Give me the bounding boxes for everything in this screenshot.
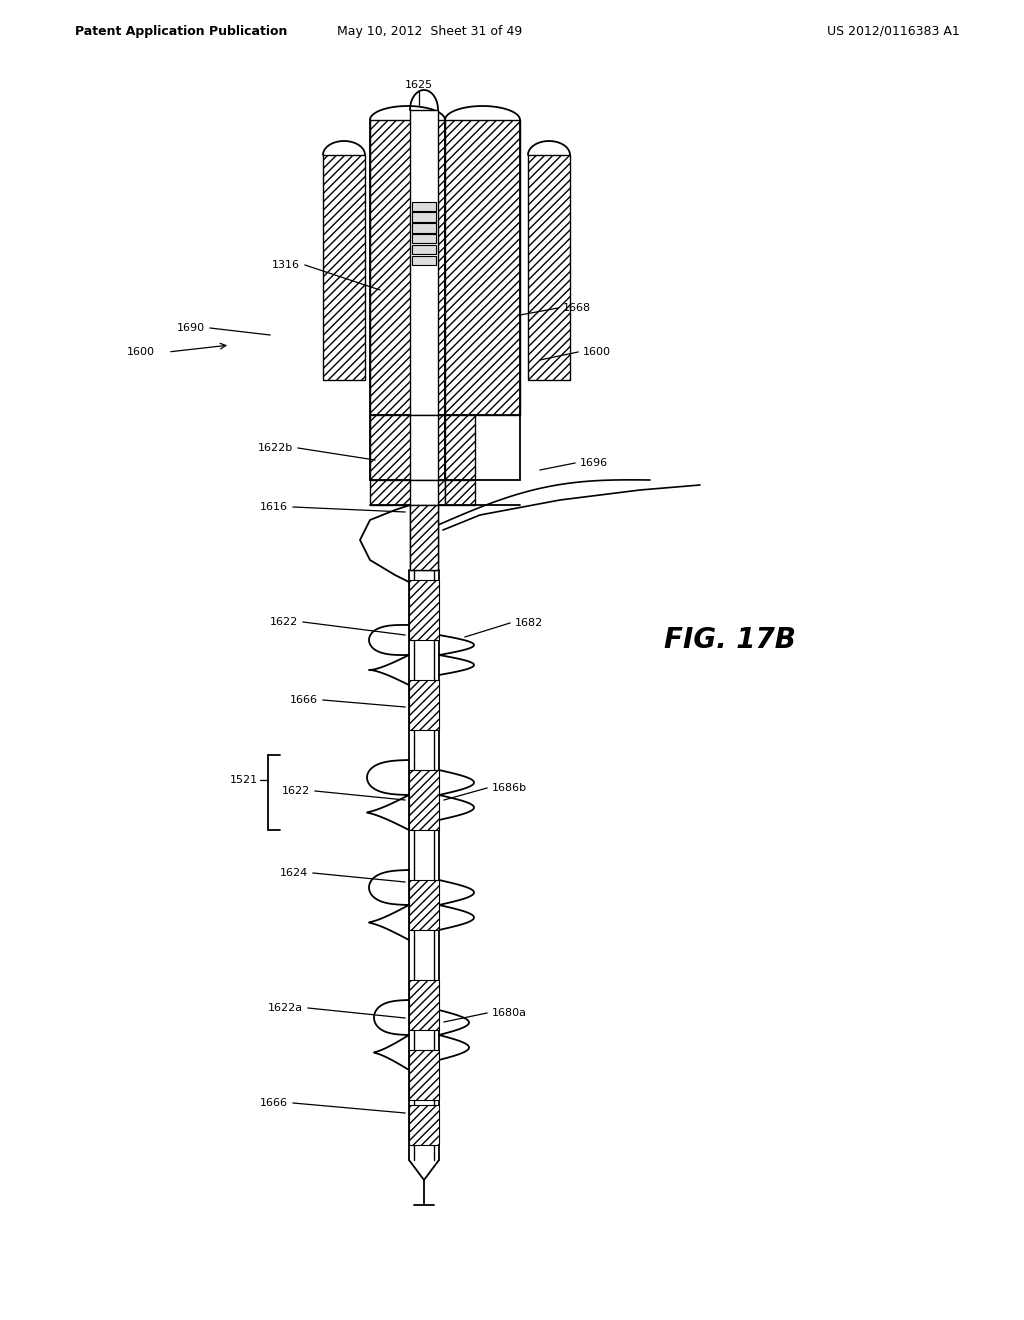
Bar <box>409 979 439 1030</box>
Text: 1696: 1696 <box>580 458 608 469</box>
Bar <box>445 120 520 414</box>
Text: 1616: 1616 <box>260 502 288 512</box>
Text: 1316: 1316 <box>272 260 300 271</box>
Text: 1521: 1521 <box>229 775 258 785</box>
Text: Patent Application Publication: Patent Application Publication <box>75 25 288 38</box>
Text: 1686b: 1686b <box>492 783 527 793</box>
Bar <box>410 110 438 414</box>
Text: 1666: 1666 <box>260 1098 288 1107</box>
Bar <box>412 256 436 265</box>
Bar <box>445 480 475 506</box>
Text: 1668: 1668 <box>563 304 591 313</box>
Text: 1682: 1682 <box>515 618 544 628</box>
Bar <box>409 770 439 830</box>
Bar <box>412 234 436 243</box>
Bar <box>409 680 439 730</box>
Text: 1622b: 1622b <box>258 444 293 453</box>
Bar <box>412 213 436 222</box>
Text: 1600: 1600 <box>583 347 611 356</box>
Bar <box>410 506 438 570</box>
Bar <box>409 1049 439 1100</box>
Bar <box>323 154 365 380</box>
Text: 1690: 1690 <box>177 323 205 333</box>
Bar <box>528 154 570 380</box>
Text: 1622a: 1622a <box>268 1003 303 1012</box>
Text: 1624: 1624 <box>280 869 308 878</box>
Bar <box>370 120 445 414</box>
Bar <box>412 202 436 211</box>
Bar <box>409 1105 439 1144</box>
Bar <box>409 880 439 931</box>
Text: 1666: 1666 <box>290 696 318 705</box>
Bar <box>409 579 439 640</box>
Bar <box>412 246 436 255</box>
Bar <box>445 414 475 480</box>
Text: May 10, 2012  Sheet 31 of 49: May 10, 2012 Sheet 31 of 49 <box>337 25 522 38</box>
Bar <box>370 480 445 506</box>
Text: 1622: 1622 <box>282 785 310 796</box>
Text: FIG. 17B: FIG. 17B <box>664 626 796 653</box>
Text: 1625: 1625 <box>404 81 433 90</box>
Bar <box>410 480 438 506</box>
Text: 1680a: 1680a <box>492 1008 527 1018</box>
Text: 1600: 1600 <box>127 347 155 356</box>
Text: US 2012/0116383 A1: US 2012/0116383 A1 <box>827 25 961 38</box>
Text: 1622: 1622 <box>269 616 298 627</box>
Bar <box>370 414 445 480</box>
Bar <box>410 414 438 480</box>
Bar <box>412 223 436 232</box>
